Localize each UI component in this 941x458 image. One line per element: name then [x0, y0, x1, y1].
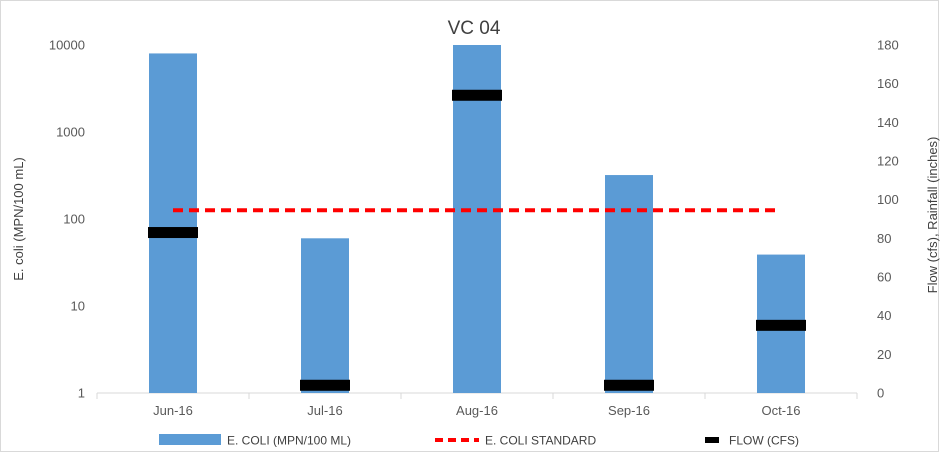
- y2-tick-label: 160: [877, 76, 899, 91]
- x-tick-label: Sep-16: [608, 403, 650, 418]
- ecoli-bar: [301, 238, 349, 393]
- y2-tick-label: 120: [877, 154, 899, 169]
- x-tick-label: Aug-16: [456, 403, 498, 418]
- y2-tick-label: 60: [877, 270, 891, 285]
- flow-marker: [300, 379, 350, 391]
- flow-marker: [452, 89, 502, 101]
- legend-label: E. COLI STANDARD: [485, 434, 596, 448]
- y2-tick-label: 80: [877, 231, 891, 246]
- y2-tick-label: 20: [877, 347, 891, 362]
- chart-title: VC 04: [448, 18, 501, 39]
- y2-tick-label: 0: [877, 386, 884, 401]
- y2-tick-label: 180: [877, 38, 899, 53]
- flow-marker: [756, 319, 806, 331]
- legend-label: FLOW (CFS): [729, 434, 799, 448]
- y2-tick-label: 100: [877, 192, 899, 207]
- legend-swatch-marker: [705, 437, 719, 443]
- legend-label: E. COLI (MPN/100 ML): [227, 434, 351, 448]
- y-tick-label: 10: [71, 299, 85, 314]
- ecoli-bar: [453, 45, 501, 393]
- x-tick-label: Jun-16: [153, 403, 193, 418]
- y-tick-label: 1: [78, 386, 85, 401]
- flow-marker: [604, 379, 654, 391]
- y-tick-label: 10000: [49, 38, 85, 53]
- ecoli-bar: [149, 53, 197, 393]
- legend: E. COLI (MPN/100 ML) E. COLI STANDARD FLOW…: [159, 434, 799, 448]
- y2-tick-label: 140: [877, 115, 899, 130]
- y-tick-label: 100: [63, 212, 85, 227]
- x-tick-label: Jul-16: [307, 403, 342, 418]
- y-axis-title: E. coli (MPN/100 mL): [11, 157, 26, 281]
- legend-swatch-bar: [159, 434, 221, 445]
- ecoli-bar: [605, 175, 653, 393]
- y2-axis-title: Flow (cfs), Rainfall (inches): [925, 137, 940, 294]
- flow-marker: [148, 227, 198, 239]
- y-tick-label: 1000: [56, 125, 85, 140]
- x-tick-label: Oct-16: [761, 403, 800, 418]
- y2-tick-label: 40: [877, 308, 891, 323]
- plot-layer: 1 10 100 1000 10000 0 20 40 60 80 100 120 140 160 180 J…: [49, 38, 899, 419]
